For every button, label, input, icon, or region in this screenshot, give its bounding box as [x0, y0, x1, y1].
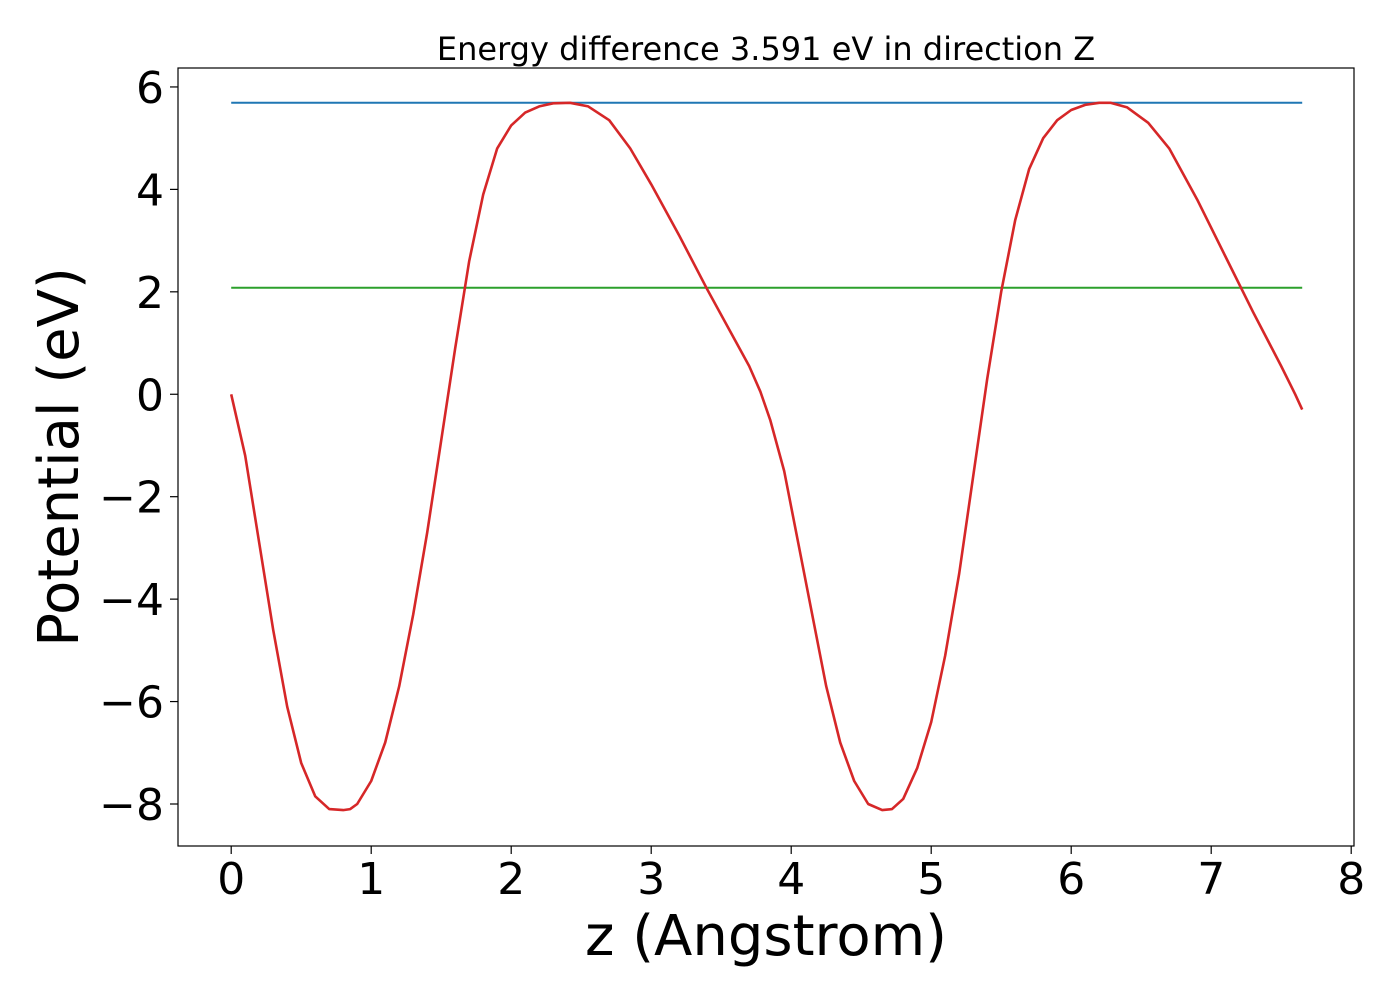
y-tick-label: −4: [99, 575, 164, 626]
x-axis: 0 1 2 3 4 5 6 7 8: [217, 846, 1365, 905]
series-line-0: [229, 101, 1304, 812]
y-tick-label: 0: [136, 370, 164, 421]
x-tick-label: 5: [917, 854, 945, 905]
y-tick-label: 4: [136, 165, 164, 216]
x-tick-label: 4: [777, 854, 805, 905]
y-tick-label: −8: [99, 780, 164, 831]
x-axis-label: z (Angstrom): [585, 904, 947, 969]
x-tick-label: 8: [1337, 854, 1365, 905]
x-tick-label: 6: [1057, 854, 1085, 905]
chart-title: Energy difference 3.591 eV in direction …: [437, 30, 1095, 68]
x-tick-label: 0: [217, 854, 245, 905]
x-tick-label: 3: [637, 854, 665, 905]
y-tick-label: 6: [136, 63, 164, 114]
y-tick-label: −6: [99, 678, 164, 729]
y-axis: −8 −6 −4 −2 0 2 4 6: [99, 63, 178, 831]
plot-frame: [177, 67, 1355, 847]
plot-area: [229, 101, 1304, 812]
y-tick-label: −2: [99, 473, 164, 524]
y-axis-label: Potential (eV): [27, 267, 92, 647]
x-tick-label: 1: [357, 854, 385, 905]
y-tick-label: 2: [136, 268, 164, 319]
x-tick-label: 2: [497, 854, 525, 905]
x-tick-label: 7: [1197, 854, 1225, 905]
